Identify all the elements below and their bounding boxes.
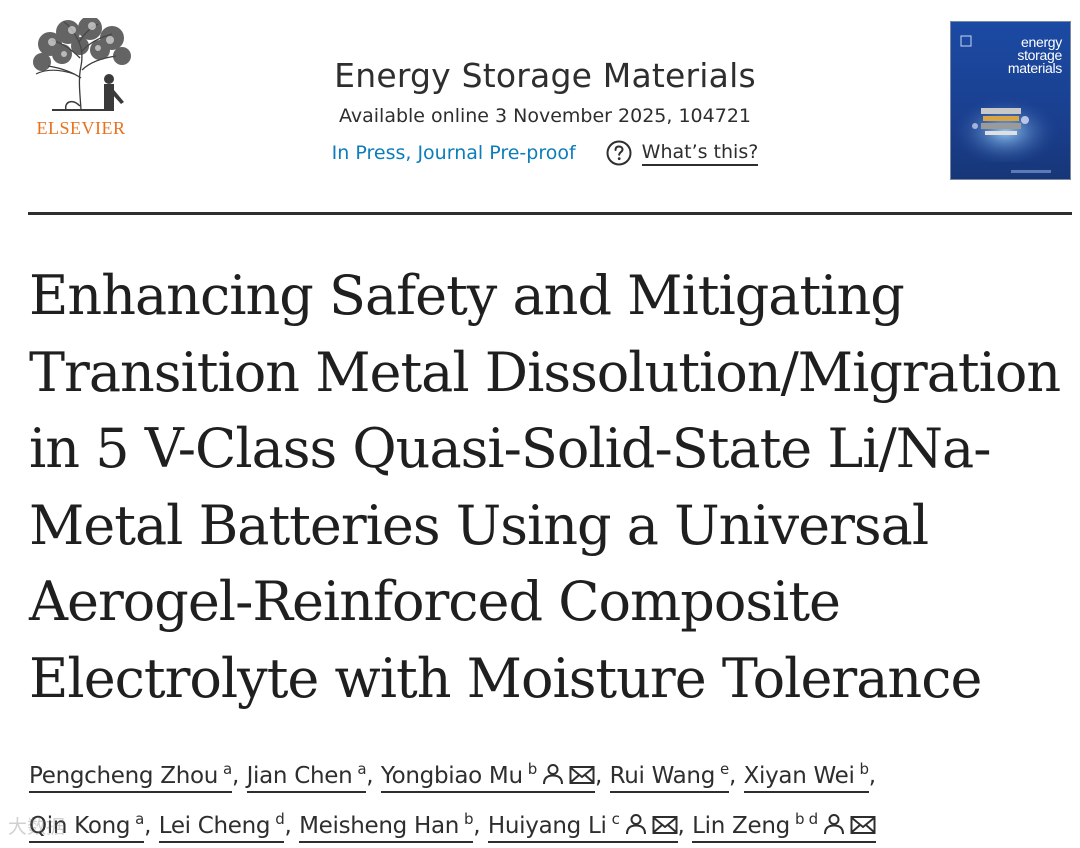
article-title: Enhancing Safety and Mitigating Transiti… <box>29 258 1069 717</box>
person-icon <box>543 764 563 785</box>
title-line: Aerogel-Reinforced Composite <box>29 570 841 633</box>
author-name: Jian Chen <box>246 763 353 789</box>
journal-header: ELSEVIER Energy Storage Materials Availa… <box>0 0 1080 215</box>
author-line: Pengcheng Zhou a, Jian Chen a, Yongbiao Mu… <box>29 748 1069 798</box>
whats-this-button[interactable]: What’s this? <box>606 140 759 166</box>
title-line: Metal Batteries Using a Universal <box>29 493 929 557</box>
title-line: Transition Metal Dissolution/Migration <box>29 340 1061 404</box>
cover-title-line: storage <box>1017 47 1062 63</box>
person-icon <box>625 814 646 835</box>
cover-title: energy storage materials <box>1007 34 1062 76</box>
title-line: in 5 V-Class Quasi-Solid-State Li/Na- <box>29 417 991 480</box>
author-name: Lin Zeng <box>692 813 790 839</box>
envelope-icon <box>652 816 678 834</box>
author-link[interactable]: Yongbiao Mu b <box>380 760 595 793</box>
whats-this-label: What’s this? <box>641 141 759 166</box>
affiliation-marker: c <box>611 810 620 828</box>
author-link[interactable]: Lei Cheng d <box>158 810 285 843</box>
cover-title-line: energy <box>1020 34 1062 50</box>
author-link[interactable]: Huiyang Li c <box>487 810 678 843</box>
affiliation-marker: b d <box>794 810 818 828</box>
affiliation-marker: b <box>859 760 870 778</box>
author-link[interactable]: Meisheng Han b <box>299 810 474 843</box>
author-link[interactable]: Lin Zeng b d <box>692 810 876 843</box>
person-icon <box>823 814 844 835</box>
author-name: Yongbiao Mu <box>380 763 523 789</box>
publisher-logo[interactable]: ELSEVIER <box>26 18 136 140</box>
affiliation-marker: a <box>223 760 232 778</box>
question-circle-icon <box>606 140 632 166</box>
author-link[interactable]: Pengcheng Zhou a <box>29 760 232 793</box>
affiliation-marker: a <box>135 810 145 828</box>
affiliation-marker: e <box>720 760 729 778</box>
author-name: Rui Wang <box>609 763 716 789</box>
author-name: Meisheng Han <box>299 813 460 839</box>
affiliation-marker: b <box>464 810 474 828</box>
cover-title-line: materials <box>1007 60 1062 76</box>
status-row: In Press, Journal Pre-proof What’s this? <box>240 140 850 166</box>
author-link[interactable]: Rui Wang e <box>609 760 729 793</box>
author-name: Huiyang Li <box>487 813 607 839</box>
journal-info: Energy Storage Materials Available onlin… <box>240 56 850 166</box>
title-line: Enhancing Safety and Mitigating <box>29 264 905 327</box>
author-name: Pengcheng Zhou <box>29 763 219 789</box>
journal-cover-image[interactable]: energy storage materials <box>950 21 1071 180</box>
author-link[interactable]: Xiyan Wei b <box>743 760 870 793</box>
watermark: 大数据 <box>8 816 66 838</box>
in-press-link[interactable]: In Press, Journal Pre-proof <box>331 142 576 164</box>
journal-title-link[interactable]: Energy Storage Materials <box>334 56 756 95</box>
author-list: Pengcheng Zhou a, Jian Chen a, Yongbiao Mu… <box>29 748 1069 848</box>
author-name: Xiyan Wei <box>743 763 855 789</box>
tree-logo-icon <box>33 18 131 111</box>
cover-art-icon <box>951 22 1070 179</box>
author-line: Qin Kong a, Lei Cheng d, Meisheng Han b, Hu… <box>29 798 1069 848</box>
header-divider <box>28 212 1072 215</box>
author-name: Lei Cheng <box>158 813 271 839</box>
affiliation-marker: d <box>275 810 285 828</box>
envelope-icon <box>569 766 595 784</box>
affiliation-marker: a <box>357 760 367 778</box>
publisher-name: ELSEVIER <box>36 118 126 138</box>
title-line: Electrolyte with Moisture Tolerance <box>29 646 982 710</box>
author-name: Qin Kong <box>29 813 131 839</box>
author-link[interactable]: Qin Kong a <box>29 810 145 843</box>
author-link[interactable]: Jian Chen a <box>246 760 367 793</box>
affiliation-marker: b <box>527 760 538 778</box>
availability-text: Available online 3 November 2025, 104721 <box>338 105 751 127</box>
envelope-icon <box>850 816 876 834</box>
